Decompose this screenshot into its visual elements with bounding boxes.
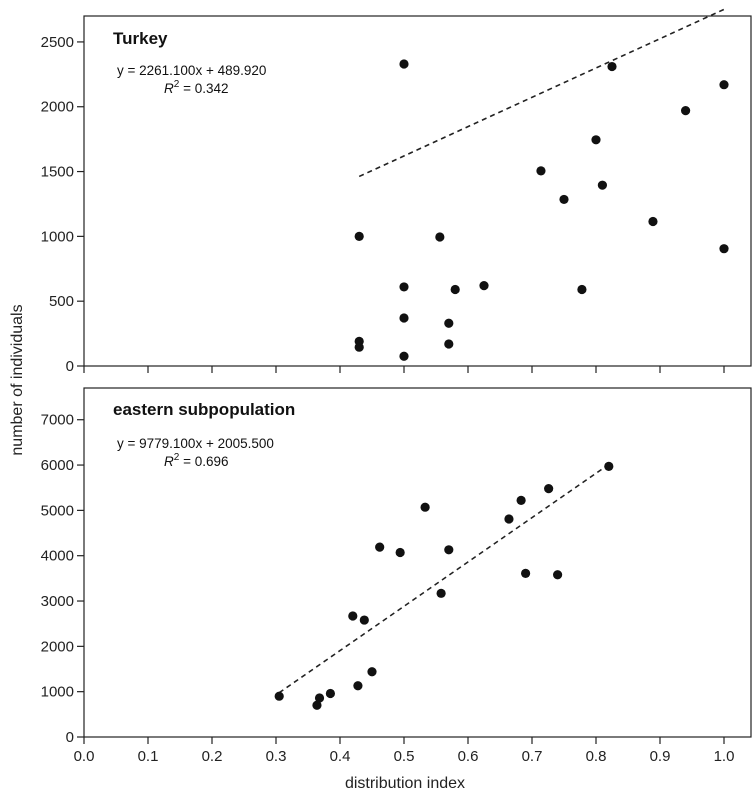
data-point (367, 667, 377, 677)
data-point (399, 313, 409, 323)
data-point (435, 232, 445, 242)
trendline (278, 463, 610, 694)
data-point (314, 693, 325, 703)
x-tick-label: 0.6 (458, 748, 479, 765)
data-point (591, 135, 601, 145)
data-point (604, 461, 614, 472)
y-axis-title: number of individuals (9, 304, 26, 455)
data-point (353, 681, 363, 691)
data-point (544, 484, 554, 494)
data-point (395, 547, 405, 558)
data-point (607, 61, 617, 72)
data-point (444, 318, 454, 328)
panel-eastern-trendline (278, 463, 610, 694)
panel-eastern-frame (83, 387, 752, 738)
panel-turkey-equation: y = 2261.100x + 489.920 (117, 63, 266, 78)
panel-eastern-x-axis: 0.0 0.1 0.2 0.3 0.4 0.5 0.6 0.7 0.8 0.9 1.0 (74, 737, 735, 765)
y-tick-label: 4000 (41, 548, 74, 565)
data-point (719, 80, 729, 90)
x-tick-label: 0.9 (650, 748, 671, 765)
data-point (444, 545, 454, 555)
y-tick-label: 0 (66, 729, 74, 746)
panel-turkey-trendline (358, 8, 725, 178)
y-tick-label: 6000 (41, 457, 74, 474)
y-tick-label: 2000 (41, 99, 74, 116)
panel-eastern: eastern subpopulation y = 9779.100x + 20… (41, 387, 752, 765)
data-point (420, 502, 430, 512)
data-point (479, 281, 489, 291)
y-tick-label: 2000 (41, 638, 74, 655)
y-tick-label: 1000 (41, 684, 74, 701)
y-tick-label: 2500 (41, 34, 74, 51)
y-tick-label: 0 (66, 358, 74, 375)
y-tick-label: 5000 (41, 502, 74, 519)
panel-turkey-r2: R2 = 0.342 (164, 79, 228, 96)
data-point (553, 570, 563, 580)
data-point (359, 615, 369, 625)
y-tick-label: 3000 (41, 593, 74, 610)
data-point (681, 106, 691, 116)
data-point (348, 611, 358, 621)
data-point (354, 231, 364, 241)
panel-eastern-points (274, 461, 614, 710)
data-point (312, 700, 322, 710)
data-point (648, 216, 658, 227)
data-point (504, 514, 514, 524)
data-point (399, 351, 409, 361)
data-point (274, 691, 284, 701)
x-tick-label: 1.0 (714, 748, 735, 765)
panel-turkey-title: Turkey (113, 29, 168, 48)
x-axis-title: distribution index (345, 775, 465, 792)
data-point (436, 588, 446, 598)
x-tick-label: 0.5 (394, 748, 415, 765)
panel-eastern-title: eastern subpopulation (113, 400, 295, 419)
y-tick-label: 7000 (41, 412, 74, 429)
y-tick-label: 1500 (41, 164, 74, 181)
x-tick-label: 0.3 (266, 748, 287, 765)
data-point (536, 166, 546, 176)
x-tick-label: 0.1 (138, 748, 159, 765)
panel-eastern-y-axis: 0 1000 2000 3000 4000 5000 6000 7000 (41, 412, 84, 746)
panel-turkey: Turkey y = 2261.100x + 489.920 R2 = 0.34… (41, 8, 752, 375)
x-tick-label: 0.2 (202, 748, 223, 765)
x-tick-label: 0.0 (74, 748, 95, 765)
data-point (399, 282, 409, 292)
y-tick-label: 1000 (41, 228, 74, 245)
data-point (719, 244, 729, 254)
data-point (399, 59, 409, 69)
data-point (450, 284, 460, 295)
y-tick-label: 500 (49, 293, 74, 310)
panel-turkey-x-ticks (83, 366, 725, 373)
data-point (375, 542, 385, 552)
data-point (597, 180, 608, 190)
panel-turkey-y-axis: 0 500 1000 1500 2000 2500 (41, 34, 84, 375)
panel-eastern-r2: R2 = 0.696 (164, 452, 228, 469)
panel-turkey-frame (83, 15, 752, 367)
panel-eastern-equation: y = 9779.100x + 2005.500 (117, 436, 274, 451)
data-point (516, 495, 526, 506)
data-point (325, 688, 335, 699)
data-point (444, 339, 454, 349)
data-point (521, 568, 531, 578)
trendline (358, 8, 725, 178)
x-tick-label: 0.7 (522, 748, 543, 765)
data-point (559, 194, 569, 205)
x-tick-label: 0.4 (330, 748, 351, 765)
x-tick-label: 0.8 (586, 748, 607, 765)
panel-turkey-points (354, 59, 729, 361)
data-point (354, 342, 364, 352)
data-point (577, 284, 587, 295)
